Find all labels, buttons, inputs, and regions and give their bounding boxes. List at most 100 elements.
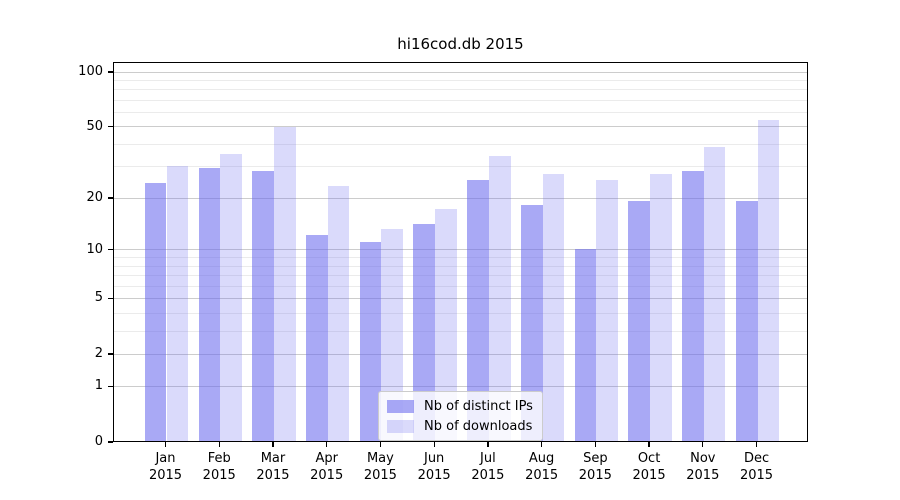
x-tick-mark-jan [164, 442, 167, 447]
x-tick-month: Sep [583, 451, 608, 466]
bar-nb-of-distinct-ips-feb [198, 168, 221, 441]
x-tick-mark-jul [487, 442, 489, 447]
legend-swatch-distinct-ips [387, 399, 414, 413]
x-tick-month: Jun [423, 451, 445, 466]
x-tick-month: May [366, 451, 394, 466]
x-tick-mark-nov [702, 442, 704, 447]
y-minor-gridline-30 [114, 166, 807, 168]
y-major-gridline-5 [114, 298, 807, 300]
bar-nb-of-downloads-feb [220, 153, 242, 441]
y-minor-gridline-9 [114, 257, 807, 259]
legend-swatch-downloads [387, 419, 414, 433]
bar-nb-of-distinct-ips-mar [252, 171, 274, 441]
y-minor-gridline-80 [114, 89, 807, 91]
legend-entry-distinct-ips: Nb of distinct IPs [387, 397, 533, 415]
x-tick-mark-sep [594, 442, 596, 447]
x-tick-mark-mar [272, 442, 274, 447]
x-tick-year: 2015 [525, 468, 559, 483]
x-tick-month: Dec [743, 451, 770, 466]
y-tick-label-10: 10 [86, 241, 103, 257]
x-tick-year: 2015 [578, 468, 612, 483]
y-tick-mark-0 [108, 441, 113, 443]
y-tick-label-20: 20 [86, 189, 103, 205]
y-tick-label-100: 100 [78, 64, 103, 79]
y-tick-label-5: 5 [94, 290, 103, 306]
y-major-gridline-1 [114, 386, 807, 388]
x-tick-label-feb: Feb 2015 [191, 450, 247, 484]
x-tick-year: 2015 [632, 468, 666, 483]
x-tick-label-jan: Jan 2015 [138, 450, 194, 484]
y-major-gridline-50 [114, 126, 807, 128]
y-tick-label-0: 0 [94, 434, 103, 449]
bar-nb-of-distinct-ips-aug [520, 204, 543, 441]
x-tick-label-apr: Apr 2015 [299, 450, 355, 484]
y-tick-mark-100 [108, 71, 113, 73]
x-tick-label-nov: Nov 2015 [675, 450, 731, 484]
y-tick-label-50: 50 [86, 118, 103, 134]
x-tick-month: Aug [528, 451, 555, 466]
bar-nb-of-downloads-mar [273, 127, 296, 441]
x-tick-label-jul: Jul 2015 [460, 450, 516, 484]
x-tick-label-may: May 2015 [352, 450, 408, 484]
x-tick-year: 2015 [471, 468, 505, 483]
bar-nb-of-downloads-jan [166, 165, 189, 441]
x-tick-month: Nov [690, 451, 716, 466]
x-tick-year: 2015 [363, 468, 397, 483]
y-tick-label-1: 1 [94, 378, 103, 394]
y-minor-gridline-90 [114, 80, 807, 82]
y-tick-mark-1 [108, 385, 113, 388]
y-minor-gridline-6 [114, 285, 807, 287]
bar-nb-of-distinct-ips-jun [413, 223, 436, 441]
x-tick-year: 2015 [256, 468, 290, 483]
x-tick-year: 2015 [686, 468, 720, 483]
x-tick-month: Oct [637, 451, 661, 466]
x-tick-year: 2015 [310, 468, 344, 483]
y-tick-mark-50 [108, 126, 113, 128]
bar-nb-of-distinct-ips-sep [574, 248, 597, 441]
legend-entry-downloads: Nb of downloads [387, 417, 533, 435]
y-tick-label-2: 2 [94, 345, 103, 361]
y-minor-gridline-60 [114, 112, 807, 114]
x-tick-year: 2015 [417, 468, 451, 483]
x-tick-mark-oct [648, 442, 650, 447]
x-tick-year: 2015 [739, 468, 774, 483]
x-tick-mark-jun [433, 442, 435, 447]
bar-nb-of-downloads-aug [542, 173, 565, 441]
legend-label-downloads: Nb of downloads [424, 418, 533, 434]
legend: Nb of distinct IPs Nb of downloads [378, 391, 543, 441]
bar-nb-of-downloads-jun [435, 209, 457, 441]
bar-nb-of-downloads-jul [488, 155, 511, 441]
chart-title: hi16cod.db 2015 [397, 35, 524, 53]
x-tick-year: 2015 [148, 468, 183, 483]
x-tick-mark-feb [218, 442, 220, 447]
y-major-gridline-10 [114, 249, 807, 251]
x-tick-label-sep: Sep 2015 [567, 450, 623, 484]
y-tick-mark-20 [108, 197, 113, 199]
bar-nb-of-distinct-ips-jan [144, 182, 167, 441]
bar-nb-of-downloads-nov [703, 147, 726, 441]
y-minor-gridline-70 [114, 99, 807, 101]
bar-nb-of-distinct-ips-apr [305, 235, 328, 441]
y-minor-gridline-40 [114, 143, 807, 145]
x-tick-month: Jan [155, 451, 176, 466]
bar-nb-of-downloads-oct [650, 173, 672, 441]
x-tick-month: Feb [207, 451, 231, 466]
y-tick-mark-10 [108, 249, 113, 251]
x-tick-mark-may [379, 442, 382, 447]
bar-nb-of-distinct-ips-nov [682, 171, 704, 441]
legend-label-distinct-ips: Nb of distinct IPs [424, 398, 533, 414]
y-minor-gridline-4 [114, 312, 807, 314]
x-tick-label-dec: Dec 2015 [729, 450, 785, 484]
y-major-gridline-100 [114, 71, 807, 73]
bar-nb-of-downloads-sep [596, 179, 619, 441]
y-tick-mark-2 [108, 353, 113, 355]
bar-nb-of-downloads-may [381, 229, 404, 441]
y-minor-gridline-8 [114, 265, 807, 267]
x-tick-mark-dec [755, 442, 758, 447]
y-minor-gridline-3 [114, 330, 807, 332]
x-tick-label-mar: Mar 2015 [245, 450, 301, 484]
x-tick-label-oct: Oct 2015 [621, 450, 677, 484]
y-major-gridline-2 [114, 353, 807, 355]
y-tick-mark-5 [108, 297, 113, 299]
